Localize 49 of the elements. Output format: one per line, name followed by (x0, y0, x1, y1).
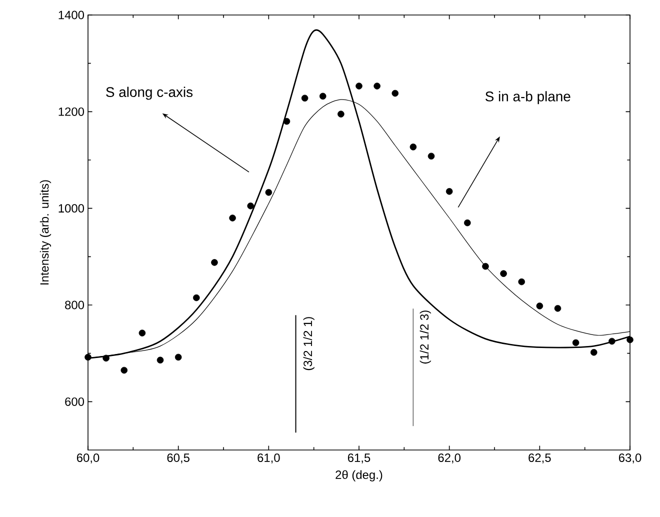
y-tick-label: 1400 (58, 10, 84, 20)
point (626, 336, 634, 344)
point (102, 354, 110, 362)
point (590, 348, 598, 356)
point (156, 356, 164, 364)
point (338, 110, 344, 118)
point (428, 152, 435, 160)
point (120, 366, 128, 374)
point (374, 82, 380, 90)
point (193, 294, 200, 302)
point (265, 188, 272, 196)
point (211, 259, 218, 266)
annotation: (3/2 1/2 1) (303, 317, 314, 370)
point (572, 339, 580, 346)
point (482, 262, 489, 270)
point (446, 188, 453, 195)
point (608, 338, 616, 345)
point (464, 219, 471, 226)
x-tick-label: 62,0 (438, 454, 461, 464)
x-tick-label: 61,0 (258, 454, 280, 464)
point (356, 82, 362, 90)
x-tick-label: 60,0 (76, 454, 100, 464)
point (138, 330, 146, 336)
point (301, 94, 308, 102)
y-tick-label: 800 (65, 300, 84, 310)
y-tick-label: 1000 (58, 204, 84, 213)
x-tick-label: 63,0 (618, 454, 642, 464)
point (392, 90, 399, 97)
annotation: (1/2 1/2 3) (420, 310, 431, 364)
point (319, 92, 326, 100)
point (536, 302, 544, 310)
point (283, 118, 290, 125)
point (500, 270, 507, 277)
x-tick-label: 62,5 (528, 454, 551, 464)
point (229, 214, 236, 222)
point (84, 354, 92, 361)
x-tick-label: 60,5 (167, 454, 190, 464)
x-axis-title: 2θ (deg.) (336, 470, 382, 482)
y-tick-label: 600 (65, 397, 84, 406)
x-tick-label: 61,5 (348, 454, 370, 464)
point (174, 354, 182, 361)
annotation: S along c-axis (106, 86, 193, 100)
annotation: S in a-b plane (486, 91, 570, 104)
point (410, 144, 417, 150)
y-axis-title: Intensity (arb. units) (40, 180, 52, 284)
point (247, 202, 254, 210)
point (518, 278, 525, 286)
y-tick-label: 1200 (58, 107, 84, 116)
point (554, 304, 562, 312)
